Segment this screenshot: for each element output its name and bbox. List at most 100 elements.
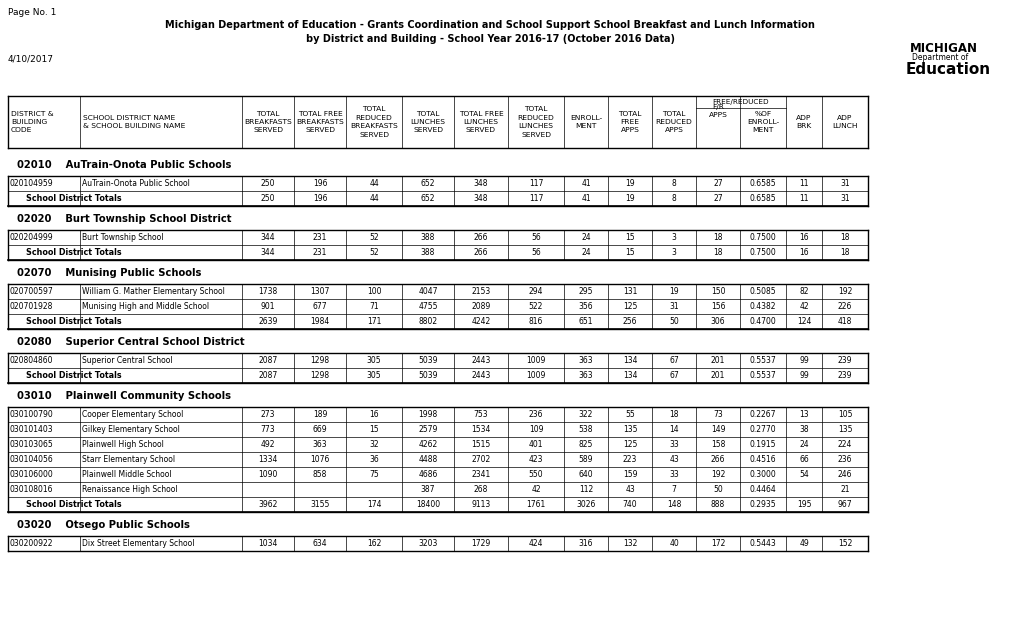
Text: 43: 43 bbox=[668, 455, 679, 464]
Text: MICHIGAN: MICHIGAN bbox=[909, 42, 977, 55]
Text: 192: 192 bbox=[837, 287, 851, 296]
Text: 363: 363 bbox=[578, 356, 593, 365]
Text: 4242: 4242 bbox=[471, 317, 490, 326]
Text: & SCHOOL BUILDING NAME: & SCHOOL BUILDING NAME bbox=[83, 123, 185, 129]
Text: BRK: BRK bbox=[796, 123, 811, 129]
Text: 4488: 4488 bbox=[418, 455, 437, 464]
Text: Michigan Department of Education - Grants Coordination and School Support School: Michigan Department of Education - Grant… bbox=[165, 20, 814, 30]
Text: 2639: 2639 bbox=[258, 317, 277, 326]
Text: 306: 306 bbox=[710, 317, 725, 326]
Text: 41: 41 bbox=[581, 179, 590, 188]
Text: 201: 201 bbox=[710, 371, 725, 380]
Text: Education: Education bbox=[905, 62, 990, 77]
Text: LUNCHES: LUNCHES bbox=[518, 123, 553, 129]
Text: 0.5537: 0.5537 bbox=[749, 371, 775, 380]
Text: 1738: 1738 bbox=[258, 287, 277, 296]
Text: 268: 268 bbox=[474, 485, 488, 494]
Text: 52: 52 bbox=[369, 233, 378, 242]
Text: 236: 236 bbox=[837, 455, 852, 464]
Text: 99: 99 bbox=[798, 371, 808, 380]
Text: 2087: 2087 bbox=[258, 371, 277, 380]
Text: 156: 156 bbox=[710, 302, 725, 311]
Text: 1534: 1534 bbox=[471, 425, 490, 434]
Text: 49: 49 bbox=[798, 539, 808, 548]
Text: 172: 172 bbox=[710, 539, 725, 548]
Text: 71: 71 bbox=[369, 302, 378, 311]
Text: SERVED: SERVED bbox=[521, 132, 550, 138]
Text: 21: 21 bbox=[840, 485, 849, 494]
Text: 27: 27 bbox=[712, 179, 722, 188]
Text: 294: 294 bbox=[528, 287, 543, 296]
Text: 148: 148 bbox=[666, 500, 681, 509]
Text: 266: 266 bbox=[710, 455, 725, 464]
Text: 117: 117 bbox=[528, 179, 543, 188]
Text: 38: 38 bbox=[799, 425, 808, 434]
Text: 3155: 3155 bbox=[310, 500, 329, 509]
Text: REDUCED: REDUCED bbox=[655, 119, 692, 125]
Text: Burt Township School: Burt Township School bbox=[82, 233, 163, 242]
Text: 0.3000: 0.3000 bbox=[749, 470, 775, 479]
Text: 02070    Munising Public Schools: 02070 Munising Public Schools bbox=[10, 268, 201, 278]
Text: SERVED: SERVED bbox=[466, 128, 495, 134]
Text: 201: 201 bbox=[710, 356, 725, 365]
Text: 550: 550 bbox=[528, 470, 543, 479]
Text: TOTAL: TOTAL bbox=[661, 111, 685, 116]
Text: 42: 42 bbox=[531, 485, 540, 494]
Text: 1076: 1076 bbox=[310, 455, 329, 464]
Text: 4755: 4755 bbox=[418, 302, 437, 311]
Text: Munising High and Middle School: Munising High and Middle School bbox=[82, 302, 209, 311]
Text: 2153: 2153 bbox=[471, 287, 490, 296]
Text: 16: 16 bbox=[799, 248, 808, 257]
Text: 2443: 2443 bbox=[471, 356, 490, 365]
Text: F/R: F/R bbox=[711, 104, 723, 110]
Text: 1034: 1034 bbox=[258, 539, 277, 548]
Text: 223: 223 bbox=[623, 455, 637, 464]
Text: 1761: 1761 bbox=[526, 500, 545, 509]
Text: %OF: %OF bbox=[754, 111, 770, 116]
Text: 226: 226 bbox=[837, 302, 851, 311]
Text: 52: 52 bbox=[369, 248, 378, 257]
Text: 50: 50 bbox=[712, 485, 722, 494]
Text: 1307: 1307 bbox=[310, 287, 329, 296]
Text: School District Totals: School District Totals bbox=[25, 248, 121, 257]
Text: 2089: 2089 bbox=[471, 302, 490, 311]
Text: 162: 162 bbox=[367, 539, 381, 548]
Text: SERVED: SERVED bbox=[305, 128, 334, 134]
Text: William G. Mather Elementary School: William G. Mather Elementary School bbox=[82, 287, 224, 296]
Text: ADP: ADP bbox=[837, 115, 852, 121]
Text: 030100790: 030100790 bbox=[10, 410, 54, 419]
Text: 305: 305 bbox=[366, 356, 381, 365]
Text: 423: 423 bbox=[528, 455, 543, 464]
Text: 224: 224 bbox=[837, 440, 851, 449]
Text: 4047: 4047 bbox=[418, 287, 437, 296]
Text: 03010    Plainwell Community Schools: 03010 Plainwell Community Schools bbox=[10, 391, 230, 401]
Text: 363: 363 bbox=[578, 371, 593, 380]
Text: BREAKFASTS: BREAKFASTS bbox=[350, 123, 397, 129]
Text: 196: 196 bbox=[313, 194, 327, 203]
Text: 0.4464: 0.4464 bbox=[749, 485, 775, 494]
Text: 825: 825 bbox=[578, 440, 593, 449]
Text: 31: 31 bbox=[668, 302, 679, 311]
Text: 66: 66 bbox=[798, 455, 808, 464]
Text: ADP: ADP bbox=[796, 115, 811, 121]
Text: BUILDING: BUILDING bbox=[11, 119, 47, 125]
Text: 753: 753 bbox=[473, 410, 488, 419]
Text: 33: 33 bbox=[668, 440, 679, 449]
Text: 0.4700: 0.4700 bbox=[749, 317, 775, 326]
Text: 0.5443: 0.5443 bbox=[749, 539, 775, 548]
Text: TOTAL FREE: TOTAL FREE bbox=[298, 111, 342, 116]
Text: 131: 131 bbox=[623, 287, 637, 296]
Text: 149: 149 bbox=[710, 425, 725, 434]
Text: School District Totals: School District Totals bbox=[25, 500, 121, 509]
Text: 652: 652 bbox=[421, 194, 435, 203]
Text: 135: 135 bbox=[623, 425, 637, 434]
Text: 125: 125 bbox=[623, 440, 637, 449]
Text: 8: 8 bbox=[671, 179, 676, 188]
Text: 740: 740 bbox=[622, 500, 637, 509]
Text: School District Totals: School District Totals bbox=[25, 317, 121, 326]
Text: 030104056: 030104056 bbox=[10, 455, 54, 464]
Text: 43: 43 bbox=[625, 485, 634, 494]
Text: 2443: 2443 bbox=[471, 371, 490, 380]
Text: 99: 99 bbox=[798, 356, 808, 365]
Text: 316: 316 bbox=[578, 539, 593, 548]
